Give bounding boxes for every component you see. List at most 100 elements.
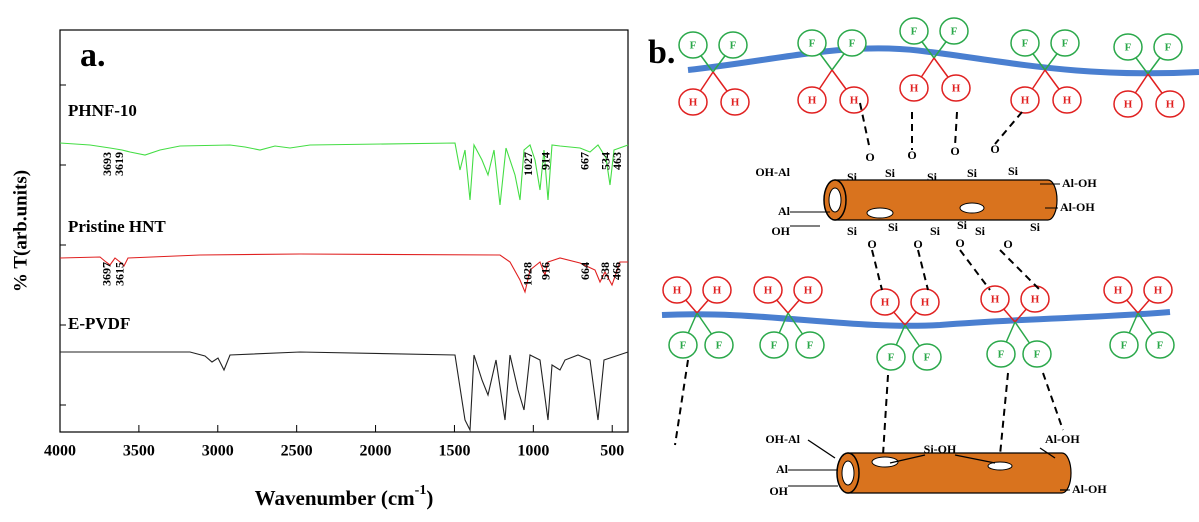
pointer [889,454,926,464]
atom-circle [899,17,929,45]
atom-circle [1145,331,1175,359]
tube-lumen [841,460,855,486]
tube-pore [871,456,899,468]
silicate-label: Si [967,166,978,180]
atom-label: F [951,26,958,38]
atom-circle [797,86,827,114]
h-bond [674,359,689,446]
atom-label: H [1114,285,1123,297]
pointer [807,439,836,459]
atom-circle [876,343,906,371]
x-tick-label: 500 [600,443,624,460]
x-tick-label: 3000 [202,443,234,460]
silicate-label: Si [930,224,941,238]
silicate-label: O [950,144,959,158]
tube-label: Si-OH [924,442,957,456]
atom-circle [910,288,940,316]
atom-circle [702,276,732,304]
atom-label: F [1062,38,1069,50]
tube-label: Al [776,462,789,476]
atom-label: H [689,97,698,109]
atom-circle [668,331,698,359]
atom-circle [941,74,971,102]
atom-circle [870,288,900,316]
silicate-label: O [990,142,999,156]
peak-label: 914 [539,152,553,170]
peak-label: 1028 [521,262,535,286]
tube-label: OH-Al [755,165,790,179]
atom-circle [1155,90,1185,118]
atom-circle [759,331,789,359]
silicate-label: O [1003,237,1012,251]
silicate-label: Si [957,218,968,232]
plot-frame [59,29,629,433]
h-bond [999,372,1009,456]
atom-circle [837,29,867,57]
atom-label: H [764,285,773,297]
x-tick-label: 1500 [438,443,470,460]
h-bond [994,111,1023,145]
peak-label: 1027 [521,152,535,176]
atom-label: H [808,95,817,107]
silicate-label: O [865,150,874,164]
atom-label: F [1165,42,1172,54]
tube-label: Al-OH [1045,432,1080,446]
silicate-label: Si [1008,164,1019,178]
atom-label: H [991,294,1000,306]
atom-label: F [807,340,814,352]
atom-circle [986,340,1016,368]
atom-circle [939,17,969,45]
atom-circle [1109,331,1139,359]
atom-label: H [731,97,740,109]
tube-pore [866,207,894,219]
y-minor-ticks [60,84,66,406]
atom-circle [1103,276,1133,304]
atom-circle [1113,33,1143,61]
peak-label: 3615 [112,262,126,286]
spectrum [59,142,629,206]
peak-label: 3619 [112,152,126,176]
atom-circle [1050,29,1080,57]
tube-label: Al [778,204,791,218]
atom-label: H [952,83,961,95]
spectrum [59,253,628,294]
peak-label: 667 [578,152,592,170]
atom-label: F [924,352,931,364]
nanotube [847,452,1072,494]
atom-label: H [910,83,919,95]
atom-label: H [881,297,890,309]
tube-label: Al-OH [1062,176,1097,190]
atom-circle [718,31,748,59]
atom-circle [678,88,708,116]
atom-circle [793,276,823,304]
atom-label: F [809,38,816,50]
tube-label: OH-Al [765,432,800,446]
peak-label: 3693 [100,152,114,176]
atom-circle [795,331,825,359]
atom-label: F [730,40,737,52]
silicate-label: Si [847,170,858,184]
x-tick-label: 1000 [517,443,549,460]
h-bond [954,111,958,147]
pointer [954,454,996,464]
peak-label: 538 [598,262,612,280]
atom-circle [980,285,1010,313]
h-bond [1042,372,1064,431]
peak-label: 534 [599,152,613,170]
atom-label: H [1154,285,1163,297]
atom-label: H [1063,95,1072,107]
h-bond [882,374,889,456]
silicate-label: O [867,237,876,251]
atom-label: H [850,95,859,107]
silicate-label: Si [885,166,896,180]
silicate-label: Si [888,220,899,234]
spectrum [60,351,629,433]
tube-label: Al-OH [1072,482,1107,496]
atom-label: F [680,340,687,352]
atom-circle [1113,90,1143,118]
x-tick-label: 2000 [360,443,392,460]
tube-label: Al-OH [1060,200,1095,214]
atom-circle [1022,340,1052,368]
atom-circle [912,343,942,371]
